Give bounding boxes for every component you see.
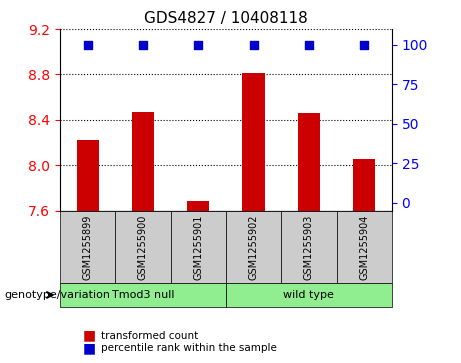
Point xyxy=(305,42,313,48)
Text: ■: ■ xyxy=(83,329,96,343)
Text: ■: ■ xyxy=(83,342,96,355)
Point xyxy=(84,185,91,191)
Text: genotype/variation: genotype/variation xyxy=(5,290,111,300)
Text: GSM1255901: GSM1255901 xyxy=(193,214,203,280)
Text: GSM1255899: GSM1255899 xyxy=(83,214,93,280)
Text: GSM1255902: GSM1255902 xyxy=(248,214,259,280)
Text: transformed count: transformed count xyxy=(101,331,199,341)
Point xyxy=(84,42,91,48)
Bar xyxy=(298,113,320,211)
Point xyxy=(305,185,313,191)
Point xyxy=(139,185,147,191)
Text: GSM1255900: GSM1255900 xyxy=(138,214,148,280)
Point xyxy=(139,42,147,48)
Text: wild type: wild type xyxy=(284,290,334,300)
Bar xyxy=(132,112,154,211)
Bar xyxy=(187,201,209,211)
Text: Tmod3 null: Tmod3 null xyxy=(112,290,174,300)
Text: percentile rank within the sample: percentile rank within the sample xyxy=(101,343,278,354)
Point xyxy=(361,42,368,48)
Bar xyxy=(242,73,265,211)
Text: GSM1255903: GSM1255903 xyxy=(304,214,314,280)
Point xyxy=(195,185,202,191)
Title: GDS4827 / 10408118: GDS4827 / 10408118 xyxy=(144,12,308,26)
Point xyxy=(250,185,257,191)
Point xyxy=(195,42,202,48)
Bar xyxy=(353,159,375,211)
Bar xyxy=(77,140,99,211)
Point xyxy=(250,42,257,48)
Point xyxy=(361,185,368,191)
Text: GSM1255904: GSM1255904 xyxy=(359,214,369,280)
